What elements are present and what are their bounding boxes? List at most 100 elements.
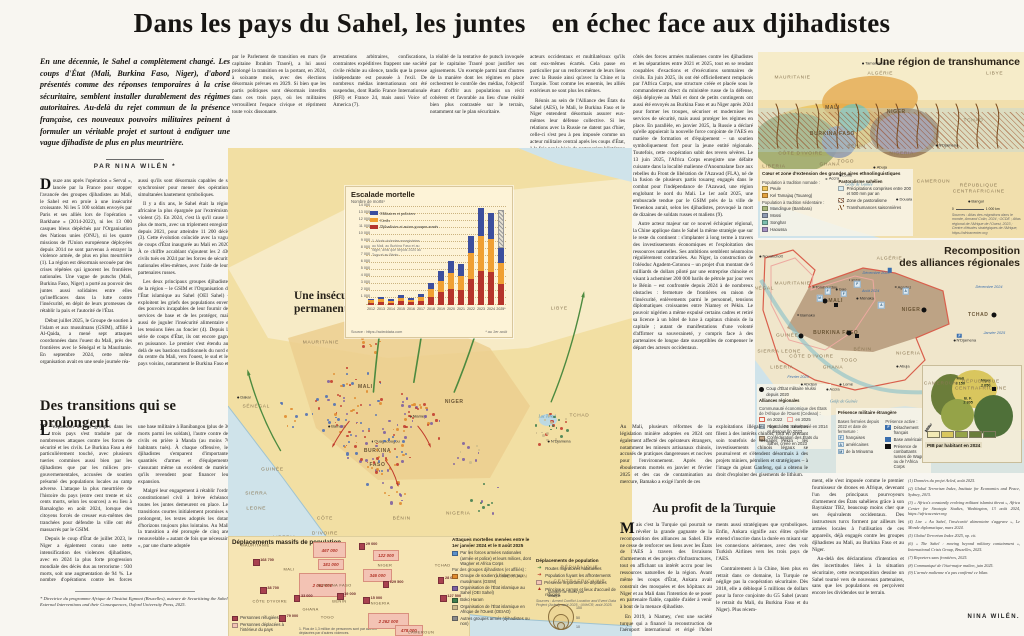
gridline [366, 220, 506, 221]
legend-item: ▲ Principaux camps et lieux d'accueil de … [536, 587, 624, 597]
attack-dot [372, 457, 375, 461]
attack-dot [375, 342, 378, 345]
bluesq-symbol [887, 268, 892, 273]
y-axis-label: 4 000 [360, 273, 370, 277]
attack-dot [535, 432, 538, 434]
legend-label: françaises [845, 434, 865, 440]
legend-item: Mandingue (Bambara) [762, 206, 834, 212]
attacks-legend-items: Par les forces armées nationales (armée … [452, 550, 532, 626]
bar-segment [447, 288, 455, 305]
alliances-title-line1: Recomposition [944, 245, 1020, 257]
closedF-symbol: F [840, 290, 848, 297]
inset-country-label: MALI [283, 566, 295, 572]
attack-dot [408, 405, 411, 408]
attack-dot [327, 398, 330, 402]
legend-swatch [762, 193, 768, 199]
attack-dot [375, 413, 378, 417]
attack-dot [389, 450, 391, 453]
legend-swatch [762, 213, 768, 219]
attack-dot [497, 486, 499, 489]
x-axis-label: 2018 [427, 307, 435, 311]
pib-title: PIB par habitant en 2024 [925, 442, 983, 448]
legend-label: Par les forces armées nationales (armée … [460, 550, 531, 566]
bar-segment [387, 299, 395, 302]
movements-legend-items: ➔ Routes migratoires habituelles ➔ Populati… [536, 566, 624, 597]
legend-item: Personnes réfugiées [232, 615, 284, 621]
idp-box: 2 062 000 [298, 573, 347, 597]
attack-dot [418, 403, 421, 407]
paragraph: En 2019, à Niamey, c'est une société tur… [620, 613, 712, 632]
x-axis-label: 2017 [417, 307, 425, 311]
transhumance-sources: Sources : Atlas des migrations dans le m… [951, 212, 1021, 235]
idp-number: 478 000 [400, 628, 417, 633]
attack-dot [371, 467, 374, 470]
displacement-inset-footnote: 1. Plus de 1,3 million de personnes sont… [299, 626, 377, 635]
chart-escalade-mortelle: Escalade mortelle Nombre de morts¹ Milit… [345, 186, 513, 338]
closedA-symbol: A [902, 288, 909, 295]
attack-dot [461, 441, 465, 445]
body-column: Au Mali, plusieurs réformes de la législ… [620, 424, 712, 496]
bar-segment [457, 264, 465, 276]
attack-dot [475, 444, 479, 448]
inset-country-label: TCHAD [434, 562, 451, 568]
pib-country-name: B. F. [964, 396, 972, 401]
legend-item: Kel Tamajaq (Touareg) [762, 193, 834, 199]
bar-segment [407, 298, 415, 300]
blueF-symbol: F [957, 333, 962, 338]
attack-dot [290, 407, 293, 411]
attack-dot [541, 431, 543, 434]
y-axis-label: 8 000 [360, 245, 370, 249]
paragraph: ment, elle s'est imposée comme le premie… [812, 478, 904, 553]
refugees-number: 15 000 [370, 596, 383, 600]
chart-legend-swatch [370, 211, 378, 216]
legend-item: Autres groupes armés (djihadistes ou non… [452, 616, 532, 626]
legend-swatch [452, 585, 458, 591]
attack-dot [355, 378, 357, 380]
deaths-circle [557, 621, 565, 630]
byline-rule [106, 159, 164, 160]
attack-dot [549, 421, 553, 424]
attack-dot [466, 445, 470, 449]
bar-2018 [427, 283, 435, 305]
fist-symbol [822, 298, 828, 304]
attack-dot [478, 448, 481, 451]
bar-segment [437, 280, 445, 293]
attack-dot [560, 434, 564, 438]
legend-swatch [452, 616, 458, 622]
attack-dot [435, 419, 438, 422]
legend-item: Mossi [762, 213, 834, 219]
legend-label: Transhumances saisonnières [846, 204, 902, 210]
attack-dot [370, 345, 372, 347]
attack-dot [425, 406, 429, 410]
attack-dot [386, 468, 390, 472]
legend-item: Organisation de l'État islamique au Sahe… [452, 585, 532, 595]
y-axis-label: 1 000 [360, 294, 370, 298]
attack-dot [367, 429, 371, 433]
fist-symbol [991, 312, 997, 318]
idp-number: 181 000 [322, 562, 339, 567]
x-axis-label: 2021 [457, 307, 465, 311]
footnote-entry: (5) Global Terrorism Index 2025, op. cit… [908, 533, 977, 538]
refugees-square [437, 577, 445, 584]
legend-swatch [759, 417, 765, 422]
legend-label: Peule [770, 186, 781, 192]
alliances-title: Recomposition des alliances régionales [899, 245, 1020, 269]
pastoralisme-title: Pastoralisme sahélien [838, 178, 883, 184]
legend-item: en 2022 [759, 417, 782, 422]
body-column: arrestations arbitraires, confiscations,… [333, 54, 427, 146]
attack-dot [379, 381, 381, 383]
attack-dot [423, 403, 427, 407]
x-axis-label: 2013 [377, 307, 385, 311]
attack-dot [427, 423, 430, 426]
attack-dot [402, 424, 406, 429]
gridline [366, 248, 506, 249]
byline: PAR NINA WILÉN * [40, 159, 230, 170]
legend-swatch [759, 435, 765, 441]
attack-dot [355, 422, 358, 425]
legend-label: Confédération des États du Sahel, créée … [767, 435, 818, 446]
pib-scale-chip: 2 500 [924, 424, 954, 438]
refugees-number: 38 700 [267, 586, 280, 590]
presence-title: Présence militaire étrangère [837, 409, 897, 415]
attack-dot [343, 400, 346, 403]
bar-segment [487, 212, 495, 240]
